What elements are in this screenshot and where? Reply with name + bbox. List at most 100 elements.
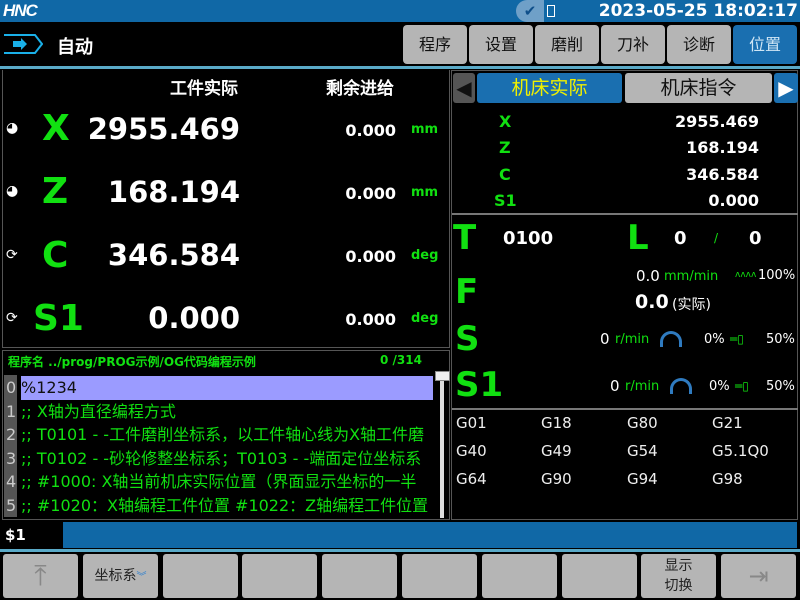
next-page-arrow-icon: ⇥ (748, 562, 769, 590)
axis-unit: mm (411, 122, 439, 137)
nav-diagnosis[interactable]: 诊断 (667, 25, 731, 64)
half-circle-icon: ◕ (6, 183, 19, 199)
feed-actual: 0.0 (635, 291, 669, 313)
line-number: 2 (6, 425, 17, 444)
rotate-icon: ⟳ (6, 247, 18, 263)
nav-settings[interactable]: 设置 (469, 25, 533, 64)
datetime: 2023-05-25 18:02:17 (598, 1, 798, 21)
coord-axis: X (499, 112, 512, 131)
spindle-unit: r/min (615, 332, 650, 347)
divider (0, 549, 800, 552)
axis-name: C (42, 235, 69, 276)
spindle-label: S (455, 319, 480, 359)
spindle-override: 50% (766, 332, 795, 347)
up-arrow-icon: ⤒ (34, 559, 47, 592)
softkey-coordinate-system[interactable]: 坐标系︾ (83, 554, 158, 598)
nav-program[interactable]: 程序 (403, 25, 467, 64)
spindle1-override: 50% (766, 379, 795, 394)
gcode: G18 (541, 414, 572, 432)
program-line-count: 0 /314 (380, 353, 422, 367)
code-line[interactable]: ;; T0102 - -砂轮修整坐标系；T0103 - -端面定位坐标系 (21, 448, 422, 468)
line-number: 5 (6, 495, 17, 515)
col-header-remaining: 剩余进给 (326, 79, 394, 99)
axis-value: 168.194 (107, 175, 240, 209)
axis-remaining: 0.000 (345, 310, 396, 329)
l-value: 0 (674, 228, 687, 249)
tool-value: 0100 (503, 228, 554, 249)
softkey-empty[interactable] (562, 554, 637, 598)
softkey-empty[interactable] (402, 554, 477, 598)
spindle-override-icon: ═▯ (730, 332, 744, 346)
softkey-label: 坐标系 (94, 568, 137, 584)
line-number: 4 (6, 472, 17, 491)
axis-value: 0.000 (148, 301, 240, 335)
nav-tool-offset[interactable]: 刀补 (601, 25, 665, 64)
code-line[interactable]: ;; #1020：X轴编程工件位置 #1022：Z轴编程工件位置 (21, 495, 429, 515)
line-number: 0 (6, 378, 17, 397)
col-header-actual: 工件实际 (170, 79, 238, 99)
gcode: G49 (541, 442, 572, 460)
tab-next-arrow-icon[interactable]: ▶ (774, 73, 798, 103)
check-icon: ✔ (516, 0, 544, 22)
spindle-speed: 0 (600, 330, 610, 348)
softkey-display-switch[interactable]: 显示 切换 (641, 554, 716, 598)
axis-remaining: 0.000 (345, 184, 396, 203)
l-separator: / (714, 231, 719, 245)
feed-override-icon: ʌʌʌʌ (735, 270, 757, 280)
softkey-empty[interactable] (163, 554, 238, 598)
code-line[interactable]: ;; #1000: X轴当前机床实际位置（界面显示坐标的一半 (21, 472, 417, 491)
code-line-selected[interactable]: %1234 (21, 376, 433, 400)
program-panel (2, 350, 450, 520)
line-number: 1 (6, 401, 17, 421)
program-scrollbar[interactable] (440, 372, 444, 518)
position-panel (2, 70, 450, 348)
spindle-load: 0% (704, 332, 725, 347)
mode-label: 自动 (57, 37, 93, 58)
command-input[interactable] (63, 522, 797, 548)
code-line[interactable]: ;; T0101 - -工件磨削坐标系，以工件轴心线为X轴工件磨 (21, 425, 425, 444)
coord-value: 0.000 (708, 191, 759, 210)
coord-axis: Z (499, 138, 511, 157)
tab-prev-arrow-icon[interactable]: ◀ (453, 73, 475, 103)
divider (452, 408, 798, 410)
axis-remaining: 0.000 (345, 121, 396, 140)
axis-remaining: 0.000 (345, 247, 396, 266)
softkey-empty[interactable] (242, 554, 317, 598)
rotate-icon: ⟳ (6, 310, 18, 326)
gcode: G64 (456, 470, 487, 488)
spindle1-speed: 0 (610, 377, 620, 395)
gcode: G94 (627, 470, 658, 488)
tab-machine-actual[interactable]: 机床实际 (477, 73, 622, 103)
battery-icon (547, 5, 555, 17)
l-value2: 0 (749, 228, 762, 249)
nav-grinding[interactable]: 磨削 (535, 25, 599, 64)
code-line[interactable]: ;; X轴为直径编程方式 (21, 401, 176, 421)
program-name: 程序名 ../prog/PROG示例/OG代码编程示例 (8, 355, 256, 369)
coord-axis: S1 (494, 191, 517, 210)
axis-name: S1 (33, 298, 84, 339)
axis-unit: deg (411, 311, 439, 326)
gcode: G80 (627, 414, 658, 432)
command-prompt: $1 (5, 526, 26, 544)
gcode: G01 (456, 414, 487, 432)
axis-name: X (42, 108, 70, 149)
spindle1-load: 0% (709, 379, 730, 394)
spindle-load-gauge-icon (660, 331, 682, 347)
axis-unit: deg (411, 248, 439, 263)
softkey-empty[interactable] (482, 554, 557, 598)
softkey-next-page[interactable]: ⇥ (721, 554, 796, 598)
gcode: G5.1Q0 (712, 442, 769, 460)
softkey-empty[interactable] (322, 554, 397, 598)
gcode: G90 (541, 470, 572, 488)
spindle1-unit: r/min (625, 379, 660, 394)
tab-machine-command[interactable]: 机床指令 (625, 73, 772, 103)
nav-position[interactable]: 位置 (733, 25, 797, 64)
feed-command: 0.0 (636, 267, 660, 285)
axis-value: 2955.469 (87, 112, 240, 146)
axis-unit: mm (411, 185, 439, 200)
half-circle-icon: ◕ (6, 120, 19, 136)
line-number: 3 (6, 448, 17, 468)
scrollbar-thumb[interactable] (435, 371, 450, 381)
softkey-up-level[interactable]: ⤒ (3, 554, 78, 598)
top-status-bar (0, 0, 800, 22)
